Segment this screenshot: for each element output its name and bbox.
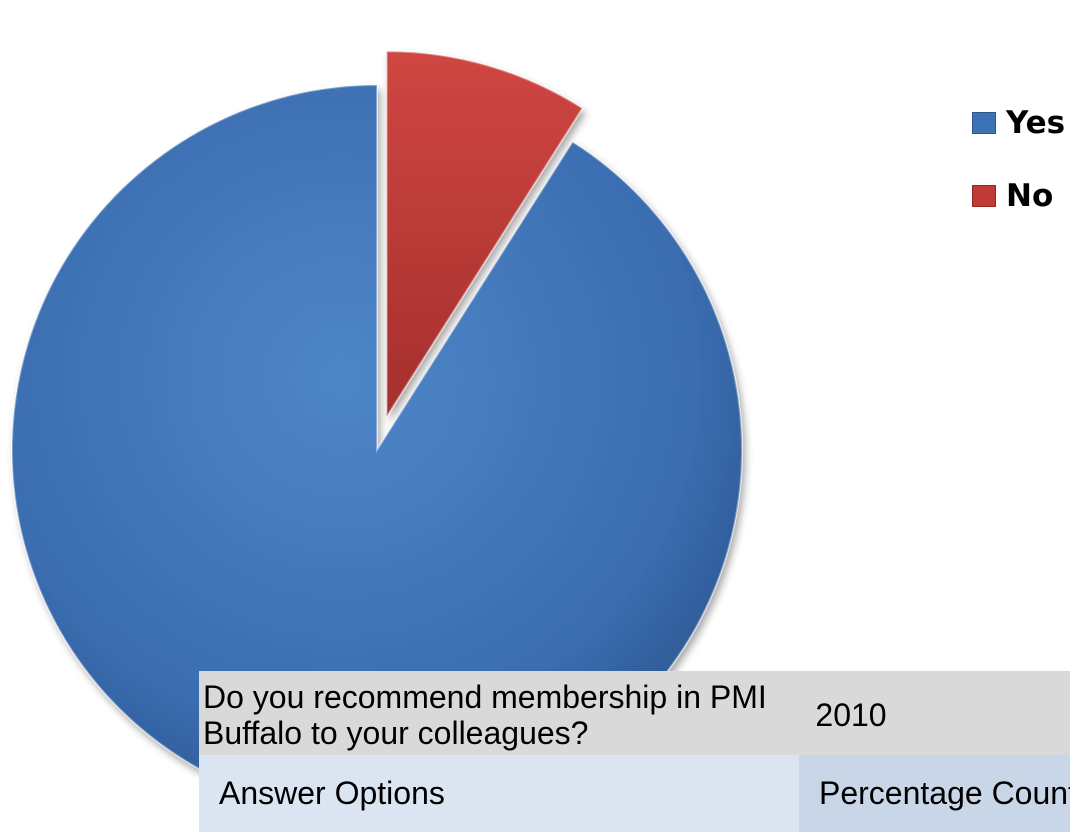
table-col-percentage: Percentage Count [799,755,1070,832]
pie-slice-yes [11,83,743,787]
survey-table: Do you recommend membership in PMI Buffa… [199,671,1070,832]
legend-swatch-yes [972,112,996,134]
table-header-row: Do you recommend membership in PMI Buffa… [199,671,1070,755]
legend-swatch-no [972,185,996,207]
table-year: 2010 [799,671,1070,755]
pie-slice-no [385,50,584,420]
table-question: Do you recommend membership in PMI Buffa… [199,671,799,755]
table-row: Answer Options Percentage Count [199,755,1070,832]
pie-chart [11,50,743,787]
legend-item-no: No [972,177,1065,215]
legend-item-yes: Yes [972,104,1065,142]
chart-legend: Yes No [972,104,1065,250]
legend-label-yes: Yes [1006,105,1066,141]
legend-label-no: No [1006,178,1054,214]
table-col-answer-options: Answer Options [199,755,799,832]
